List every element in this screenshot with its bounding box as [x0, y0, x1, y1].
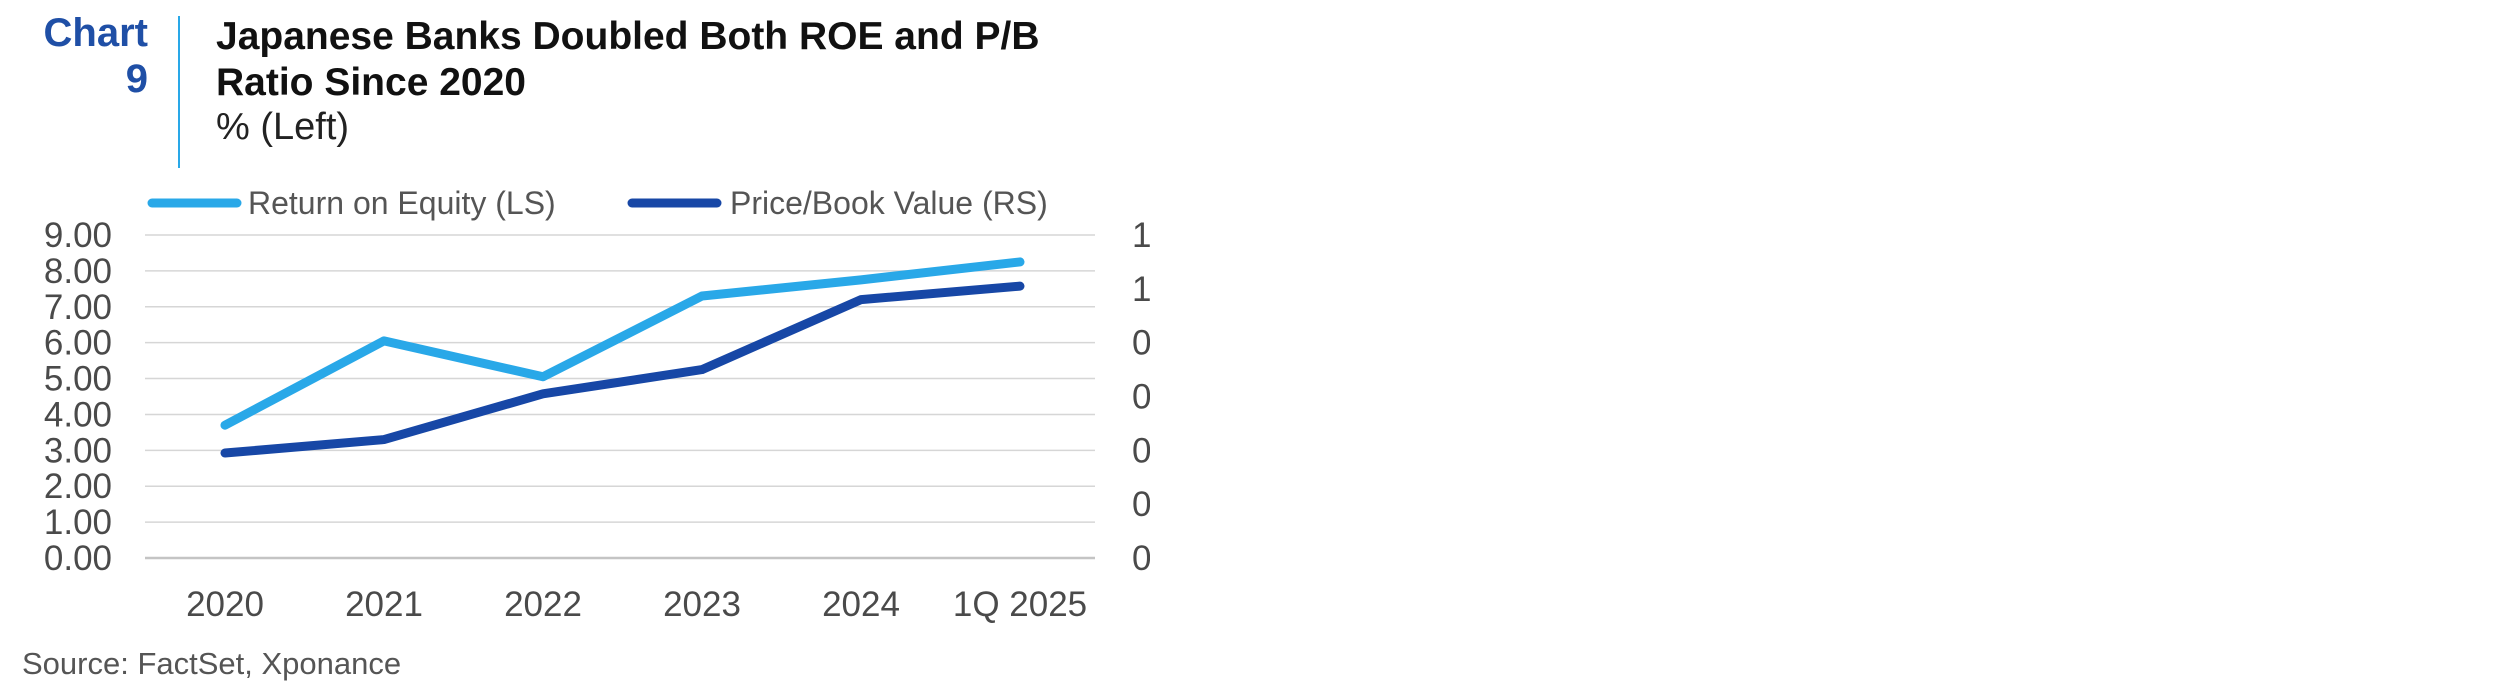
- series-lines: [220, 257, 1025, 458]
- chart-subtitle: % (Left): [216, 106, 350, 148]
- x-tick-label: 2020: [186, 585, 264, 624]
- right-tick-label: 0.0: [1132, 539, 1150, 578]
- left-tick-label: 7.00: [44, 288, 112, 327]
- legend-label: Price/Book Value (RS): [730, 185, 1048, 221]
- source-note: Source: FactSet, Xponance: [22, 646, 402, 681]
- right-tick-label: 1.0: [1132, 270, 1150, 309]
- left-tick-label: 9.00: [44, 216, 112, 255]
- left-tick-label: 1.00: [44, 503, 112, 542]
- legend: Return on Equity (LS) Price/Book Value (R…: [147, 185, 1048, 221]
- x-axis-ticks: 2020 2021 2022 2023 2024 1Q 2025: [186, 585, 1087, 624]
- left-tick-label: 2.00: [44, 467, 112, 506]
- left-axis-ticks: 0.001.002.003.004.005.006.007.008.009.00: [44, 216, 112, 578]
- roe-series-line: [220, 257, 1025, 430]
- line-chart: 0.001.002.003.004.005.006.007.008.009.00…: [44, 185, 1150, 624]
- x-tick-label: 1Q 2025: [953, 585, 1087, 624]
- right-axis-ticks: 0.0 0.2 0.4 0.6 0.8 1.0 1.2: [1132, 216, 1150, 578]
- pb-series-line: [220, 281, 1025, 458]
- chart-title: Japanese Banks Doubled Both ROE and P/B …: [216, 15, 1040, 104]
- legend-label: Return on Equity (LS): [248, 185, 556, 221]
- left-tick-label: 0.00: [44, 539, 112, 578]
- right-tick-label: 0.4: [1132, 431, 1150, 470]
- right-tick-label: 0.6: [1132, 378, 1150, 417]
- left-tick-label: 6.00: [44, 324, 112, 363]
- x-tick-label: 2021: [345, 585, 423, 624]
- left-tick-label: 3.00: [44, 431, 112, 470]
- x-tick-label: 2023: [663, 585, 741, 624]
- chart-label: Chart 9: [0, 10, 148, 102]
- right-tick-label: 0.2: [1132, 485, 1150, 524]
- x-tick-label: 2022: [504, 585, 582, 624]
- right-tick-label: 0.8: [1132, 324, 1150, 363]
- left-tick-label: 5.00: [44, 360, 112, 399]
- x-tick-label: 2024: [822, 585, 900, 624]
- left-tick-label: 8.00: [44, 252, 112, 291]
- chart-label-number: 9: [125, 57, 148, 101]
- chart-label-word: Chart: [43, 11, 148, 55]
- right-tick-label: 1.2: [1132, 216, 1150, 255]
- header-divider: [178, 16, 180, 168]
- left-tick-label: 4.00: [44, 395, 112, 434]
